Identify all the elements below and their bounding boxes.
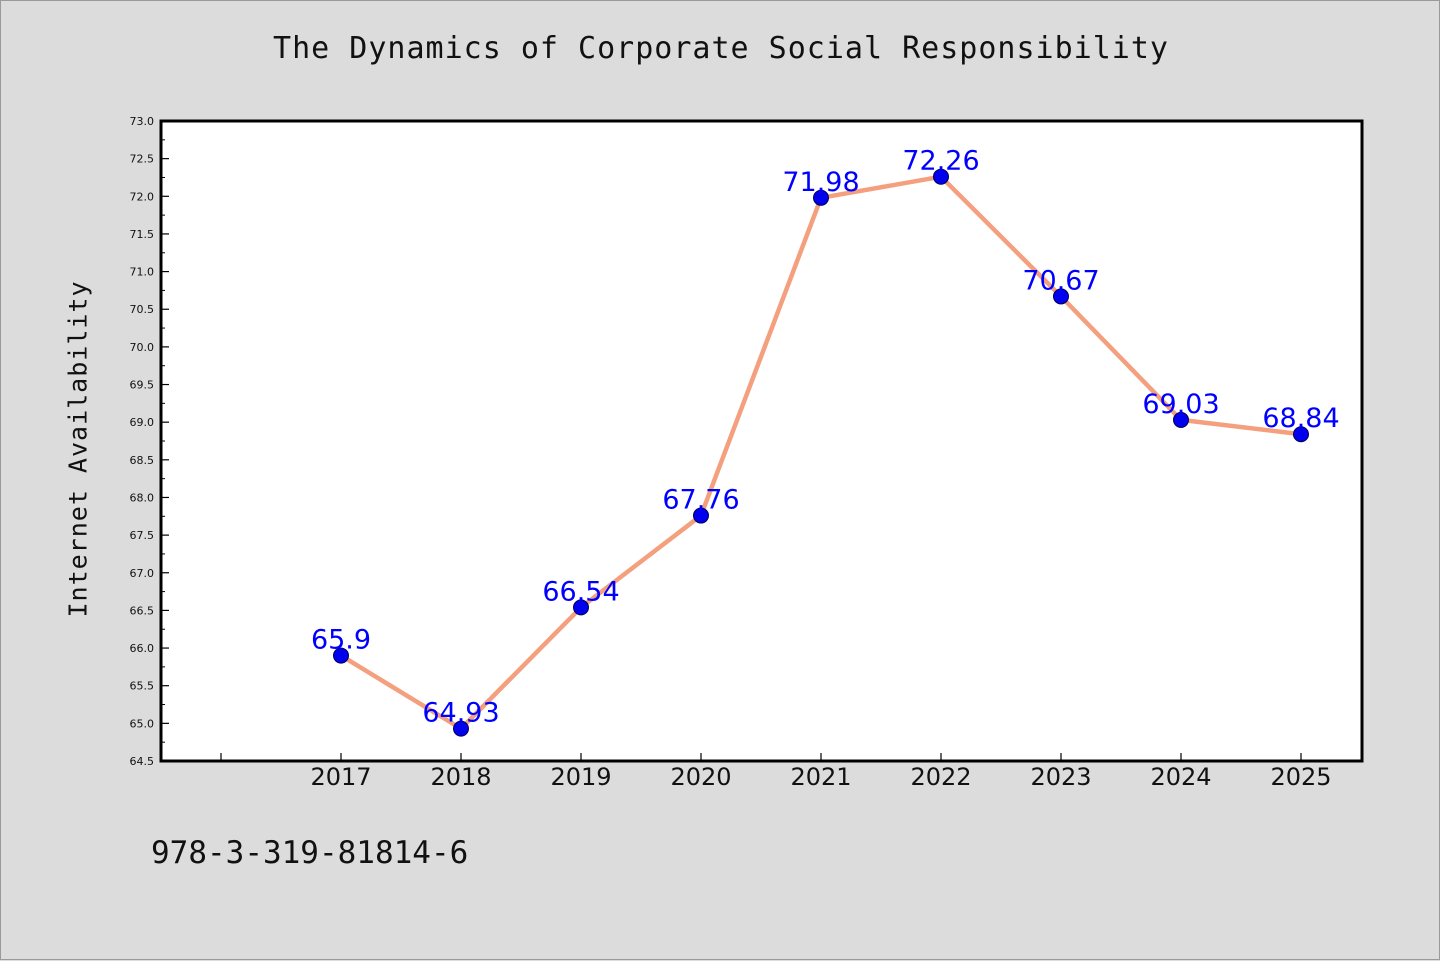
y-tick-label: 69.5 — [130, 379, 155, 392]
x-tick-label: 2025 — [1270, 763, 1331, 791]
footer-code: 978-3-319-81814-6 — [151, 835, 469, 871]
y-tick-label: 66.0 — [130, 642, 155, 655]
data-label: 72.26 — [902, 146, 979, 177]
y-tick-label: 70.5 — [130, 303, 155, 316]
data-point — [813, 189, 829, 206]
data-label: 68.84 — [1262, 403, 1339, 434]
y-tick-label: 68.0 — [130, 491, 155, 504]
y-tick-label: 72.5 — [130, 153, 155, 166]
plot-area — [159, 119, 1364, 763]
data-label: 71.98 — [782, 167, 859, 198]
x-tick-label: 2022 — [910, 763, 971, 791]
x-tick-label: 2021 — [790, 763, 851, 791]
data-point — [933, 168, 949, 185]
y-tick-label: 67.0 — [130, 567, 155, 580]
data-point — [1173, 411, 1189, 428]
data-label: 67.76 — [662, 485, 739, 516]
y-tick-label: 66.5 — [130, 604, 155, 617]
x-tick-label: 2018 — [430, 763, 491, 791]
y-tick-label: 70.0 — [130, 341, 155, 354]
series-group: 65.9 64.93 66.54 67.76 71.98 72.26 70.67 69.03 6… — [311, 146, 1340, 737]
y-tick-label: 65.0 — [130, 717, 155, 730]
y-tick-label: 71.5 — [130, 228, 155, 241]
data-point — [1053, 288, 1069, 305]
y-tick-label: 67.5 — [130, 529, 155, 542]
x-tick-label: 2023 — [1030, 763, 1091, 791]
x-tick-label: 2020 — [670, 763, 731, 791]
data-label: 66.54 — [542, 576, 619, 607]
data-label: 69.03 — [1142, 389, 1219, 420]
y-tick-label: 71.0 — [130, 266, 155, 279]
y-axis: 64.5 65.0 65.5 66.0 66.5 67.0 67.5 68.0 68.5 69.0… — [130, 115, 169, 768]
data-point — [693, 507, 709, 524]
data-point — [1293, 426, 1309, 443]
x-axis: 2017 2018 2019 2020 2021 2022 2023 2024 2025 — [220, 753, 1332, 791]
y-tick-label: 72.0 — [130, 190, 155, 203]
y-tick-label: 73.0 — [130, 115, 155, 128]
chart-title: The Dynamics of Corporate Social Respons… — [273, 31, 1169, 66]
x-tick-label: 2017 — [310, 763, 371, 791]
y-tick-label: 65.5 — [130, 680, 155, 693]
data-label: 70.67 — [1022, 265, 1099, 296]
x-tick-label: 2019 — [550, 763, 611, 791]
x-tick-label: 2024 — [1150, 763, 1211, 791]
data-label: 64.93 — [422, 698, 499, 729]
data-label: 65.9 — [311, 625, 371, 656]
y-tick-label: 69.0 — [130, 416, 155, 429]
y-tick-label: 68.5 — [130, 454, 155, 467]
data-point — [453, 720, 469, 737]
data-point — [573, 599, 589, 616]
y-tick-label: 64.5 — [130, 755, 155, 768]
data-point — [333, 647, 349, 664]
